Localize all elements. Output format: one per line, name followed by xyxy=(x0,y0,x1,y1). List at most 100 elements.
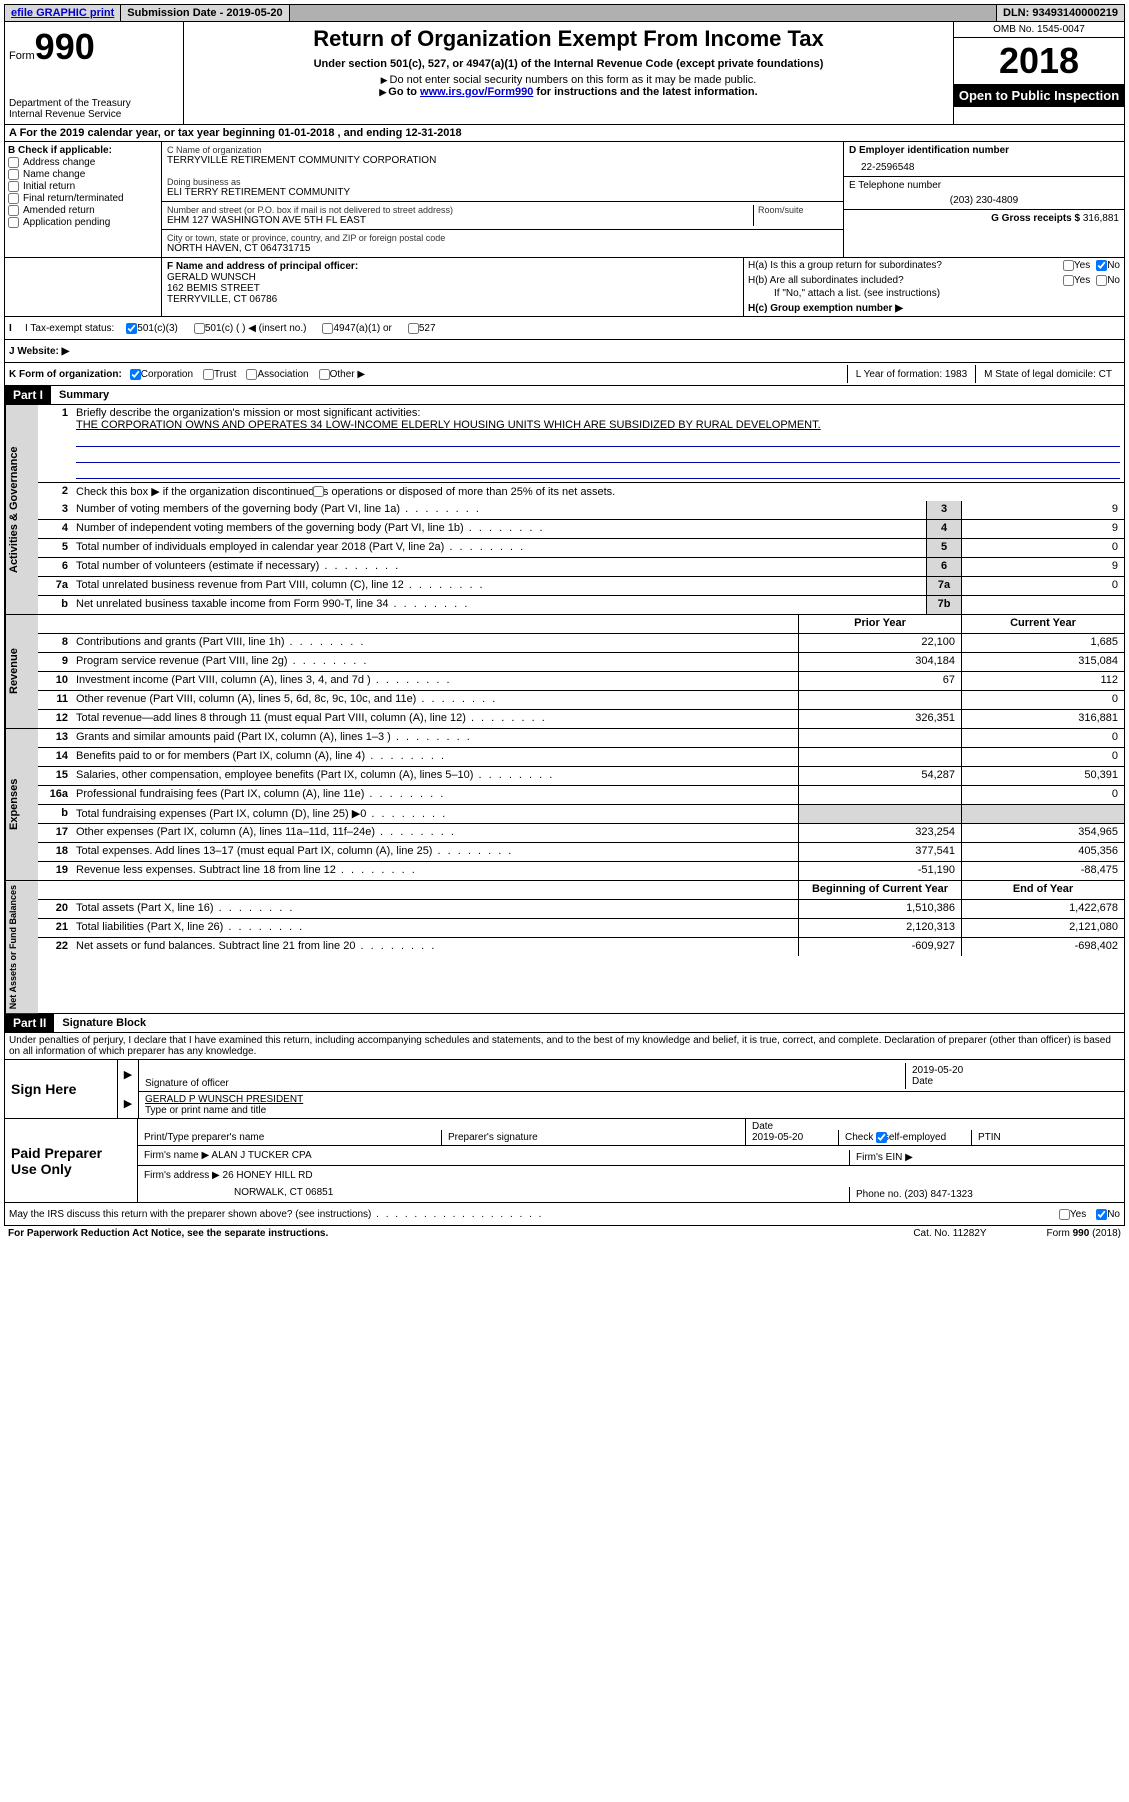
cb-4947[interactable] xyxy=(322,323,333,334)
state-domicile: M State of legal domicile: CT xyxy=(975,365,1120,383)
discontinued-label: Check this box ▶ if the organization dis… xyxy=(76,486,615,498)
part-i-title: Summary xyxy=(51,387,117,403)
summary-row: 19Revenue less expenses. Subtract line 1… xyxy=(38,862,1124,880)
summary-row: 9Program service revenue (Part VIII, lin… xyxy=(38,653,1124,672)
part-ii-title: Signature Block xyxy=(54,1015,154,1031)
part-ii-label: Part II xyxy=(5,1014,54,1032)
tel-label: E Telephone number xyxy=(849,180,1119,191)
firm-addr1: 26 HONEY HILL RD xyxy=(223,1170,313,1181)
cb-self-employed[interactable] xyxy=(876,1132,887,1143)
sig-date-label: Date xyxy=(912,1076,1112,1087)
org-form-label: K Form of organization: xyxy=(9,369,122,380)
efile-link[interactable]: efile GRAPHIC print xyxy=(5,5,121,21)
sig-officer-label: Signature of officer xyxy=(145,1078,905,1089)
discuss-label: May the IRS discuss this return with the… xyxy=(9,1209,543,1220)
netassets-side-label: Net Assets or Fund Balances xyxy=(5,881,38,1013)
website-label: J Website: ▶ xyxy=(9,346,69,357)
firm-name-label: Firm's name ▶ xyxy=(144,1150,209,1161)
row-k-org-form: K Form of organization: Corporation Trus… xyxy=(4,363,1125,386)
tel-value: (203) 230-4809 xyxy=(849,191,1119,206)
ein-value: 22-2596548 xyxy=(849,156,1119,173)
revenue-side-label: Revenue xyxy=(5,615,38,728)
omb-number: OMB No. 1545-0047 xyxy=(954,22,1124,38)
box-b: B Check if applicable: Address change Na… xyxy=(5,142,162,257)
row-i-tax-status: I I Tax-exempt status: 501(c)(3) 501(c) … xyxy=(4,317,1125,340)
cb-discuss-yes[interactable] xyxy=(1059,1209,1070,1220)
cb-corporation[interactable] xyxy=(130,369,141,380)
summary-row: 22Net assets or fund balances. Subtract … xyxy=(38,938,1124,956)
revenue-section: Revenue Prior Year Current Year 8Contrib… xyxy=(4,615,1125,729)
cb-name-change[interactable] xyxy=(8,169,19,180)
gross-value: 316,881 xyxy=(1083,213,1119,224)
city-label: City or town, state or province, country… xyxy=(167,233,838,243)
row-j-website: J Website: ▶ xyxy=(4,340,1125,363)
cb-final-return[interactable] xyxy=(8,193,19,204)
cb-ha-no[interactable] xyxy=(1096,260,1107,271)
netassets-section: Net Assets or Fund Balances Beginning of… xyxy=(4,881,1125,1014)
subtitle: Under section 501(c), 527, or 4947(a)(1)… xyxy=(188,58,949,70)
prep-date: 2019-05-20 xyxy=(752,1132,803,1143)
submission-date: Submission Date - 2019-05-20 xyxy=(121,5,289,21)
street-value: EHM 127 WASHINGTON AVE 5TH FL EAST xyxy=(167,215,753,226)
section-a-tax-year: A For the 2019 calendar year, or tax yea… xyxy=(4,125,1125,142)
org-name-label: C Name of organization xyxy=(167,145,838,155)
cb-527[interactable] xyxy=(408,323,419,334)
officer-name: GERALD WUNSCH xyxy=(167,272,738,283)
hb-note: If "No," attach a list. (see instruction… xyxy=(744,288,1124,301)
cb-discuss-no[interactable] xyxy=(1096,1209,1107,1220)
summary-row: 3Number of voting members of the governi… xyxy=(38,501,1124,520)
cb-initial-return[interactable] xyxy=(8,181,19,192)
cat-no: Cat. No. 11282Y xyxy=(913,1228,986,1239)
officer-group-grid: F Name and address of principal officer:… xyxy=(4,258,1125,317)
summary-row: 17Other expenses (Part IX, column (A), l… xyxy=(38,824,1124,843)
summary-row: 20Total assets (Part X, line 16)1,510,38… xyxy=(38,900,1124,919)
cb-association[interactable] xyxy=(246,369,257,380)
arrow-icon: ▶ xyxy=(124,1068,132,1081)
prep-sig-label: Preparer's signature xyxy=(441,1130,745,1145)
beg-year-header: Beginning of Current Year xyxy=(798,881,961,899)
summary-row: 11Other revenue (Part VIII, column (A), … xyxy=(38,691,1124,710)
governance-side-label: Activities & Governance xyxy=(5,405,38,614)
type-print-label: Type or print name and title xyxy=(145,1105,1118,1116)
perjury-text: Under penalties of perjury, I declare th… xyxy=(4,1033,1125,1060)
cb-hb-yes[interactable] xyxy=(1063,275,1074,286)
page-footer: For Paperwork Reduction Act Notice, see … xyxy=(4,1226,1125,1241)
dba-label: Doing business as xyxy=(167,177,838,187)
gross-label: G Gross receipts $ xyxy=(991,213,1083,224)
cb-application-pending[interactable] xyxy=(8,217,19,228)
open-public: Open to Public Inspection xyxy=(954,84,1124,107)
cb-501c[interactable] xyxy=(194,323,205,334)
firm-name: ALAN J TUCKER CPA xyxy=(211,1150,311,1161)
summary-row: 5Total number of individuals employed in… xyxy=(38,539,1124,558)
summary-row: 21Total liabilities (Part X, line 26)2,1… xyxy=(38,919,1124,938)
mission-label: Briefly describe the organization's miss… xyxy=(76,407,1120,419)
officer-name-title: GERALD P WUNSCH PRESIDENT xyxy=(145,1094,1118,1105)
room-label: Room/suite xyxy=(758,205,838,215)
part-i-label: Part I xyxy=(5,386,51,404)
cb-address-change[interactable] xyxy=(8,157,19,168)
cb-other[interactable] xyxy=(319,369,330,380)
cb-hb-no[interactable] xyxy=(1096,275,1107,286)
summary-row: 7aTotal unrelated business revenue from … xyxy=(38,577,1124,596)
instructions-link[interactable]: www.irs.gov/Form990 xyxy=(420,86,533,98)
firm-ein-label: Firm's EIN ▶ xyxy=(849,1150,1124,1165)
summary-row: bNet unrelated business taxable income f… xyxy=(38,596,1124,614)
arrow-icon: ▶ xyxy=(124,1097,132,1110)
sign-here-label: Sign Here xyxy=(5,1060,118,1118)
cb-discontinued[interactable] xyxy=(313,486,324,497)
officer-label: F Name and address of principal officer: xyxy=(167,261,738,272)
summary-row: 16aProfessional fundraising fees (Part I… xyxy=(38,786,1124,805)
form-header: Form990 Department of the Treasury Inter… xyxy=(4,22,1125,125)
ein-label: D Employer identification number xyxy=(849,145,1119,156)
cb-trust[interactable] xyxy=(203,369,214,380)
cb-501c3[interactable] xyxy=(126,323,137,334)
cb-ha-yes[interactable] xyxy=(1063,260,1074,271)
prior-year-header: Prior Year xyxy=(798,615,961,633)
officer-addr1: 162 BEMIS STREET xyxy=(167,283,738,294)
tax-year: 2018 xyxy=(954,38,1124,84)
cb-amended-return[interactable] xyxy=(8,205,19,216)
dba-value: ELI TERRY RETIREMENT COMMUNITY xyxy=(167,187,838,198)
dln: DLN: 93493140000219 xyxy=(997,5,1124,21)
summary-row: bTotal fundraising expenses (Part IX, co… xyxy=(38,805,1124,824)
summary-row: 13Grants and similar amounts paid (Part … xyxy=(38,729,1124,748)
